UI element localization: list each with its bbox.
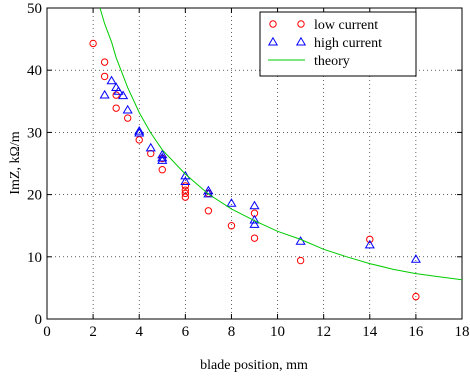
legend-swatch-marker xyxy=(295,36,307,46)
legend-swatch-marker xyxy=(267,36,279,46)
high-current-point xyxy=(157,149,168,159)
high-current-point xyxy=(145,142,156,152)
y-tick-label: 40 xyxy=(27,63,42,79)
theory-curve xyxy=(99,8,462,281)
low-current-point xyxy=(204,207,213,215)
high-current-point xyxy=(99,89,110,99)
legend: low current high current theory xyxy=(259,11,417,77)
x-tick-label: 14 xyxy=(362,324,378,340)
axes: 0 2 4 6 8 10 12 14 16 18 0 10 20 30 40 50 xyxy=(27,1,470,340)
low-current-point xyxy=(181,193,190,201)
x-tick-label: 16 xyxy=(408,324,424,340)
high-current-point xyxy=(364,239,375,249)
x-tick-label: 6 xyxy=(182,324,190,340)
low-current-point xyxy=(412,292,420,301)
low-current-point xyxy=(296,256,305,265)
legend-swatch-marker xyxy=(269,20,277,28)
high-current-point xyxy=(249,219,260,228)
high-current-point xyxy=(106,75,117,85)
low-current-point xyxy=(227,222,236,230)
x-tick-label: 2 xyxy=(89,324,97,340)
x-tick-label: 18 xyxy=(455,324,470,340)
y-tick-label: 10 xyxy=(27,250,42,266)
high-current-point xyxy=(157,152,168,162)
y-tick-label: 50 xyxy=(27,1,42,17)
x-tick-label: 10 xyxy=(270,324,285,340)
low-current-point xyxy=(100,58,109,66)
x-tick-label: 12 xyxy=(316,324,331,340)
y-tick-label: 20 xyxy=(27,188,42,204)
low-current-point xyxy=(158,166,166,174)
legend-label: low current xyxy=(314,18,378,33)
low-current-point xyxy=(366,235,374,244)
high-current-point xyxy=(122,104,133,114)
high-current-point xyxy=(180,176,191,185)
low-current-point xyxy=(89,39,97,48)
y-axis-label: ImZ, kΩ/m xyxy=(8,131,23,194)
low-current-point xyxy=(100,72,109,81)
low-current-point xyxy=(112,104,120,112)
y-tick-label: 30 xyxy=(27,125,42,141)
x-tick-label: 0 xyxy=(43,324,51,340)
low-current-point xyxy=(181,182,190,190)
plot-marks xyxy=(89,8,462,301)
low-current-point xyxy=(123,114,132,122)
legend-label: high current xyxy=(314,36,382,51)
high-current-point xyxy=(410,254,421,263)
high-current-point xyxy=(157,155,168,164)
high-current-point xyxy=(113,86,124,95)
legend-swatch-marker xyxy=(297,20,305,28)
y-tick-label: 0 xyxy=(35,312,43,328)
high-current-point xyxy=(118,90,129,100)
high-current-point xyxy=(249,200,260,210)
low-current-point xyxy=(250,234,259,242)
x-axis-label: blade position, mm xyxy=(200,358,308,373)
high-current-point xyxy=(203,188,214,198)
legend-box xyxy=(259,11,417,77)
x-tick-label: 8 xyxy=(228,324,236,340)
x-tick-label: 4 xyxy=(135,324,143,340)
low-current-point xyxy=(147,149,155,158)
high-current-point xyxy=(134,125,145,135)
plot-frame xyxy=(46,7,463,320)
low-current-point xyxy=(181,189,190,198)
low-current-point xyxy=(135,136,143,144)
legend-label: theory xyxy=(314,54,350,69)
high-current-point xyxy=(226,198,237,207)
high-current-point xyxy=(134,127,145,137)
